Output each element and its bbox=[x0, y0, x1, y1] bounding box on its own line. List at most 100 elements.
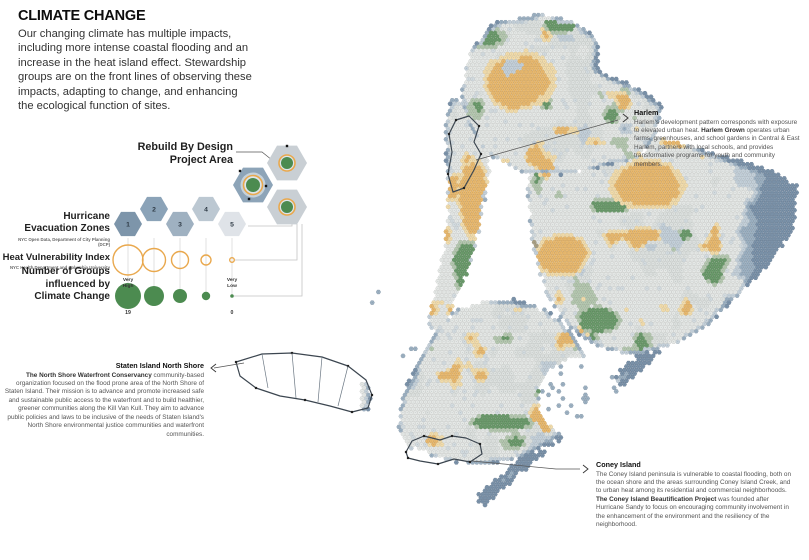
cluster-vertex-marker bbox=[264, 184, 268, 188]
north-shore-outline-vertex-marker bbox=[350, 410, 354, 414]
coney-callout-title: Coney Island bbox=[596, 460, 641, 469]
zone-hexagon-1 bbox=[114, 211, 142, 237]
rebuild-leader-line bbox=[236, 151, 273, 161]
harlem-outline-vertex-marker bbox=[447, 132, 451, 136]
harlem-leader-line bbox=[475, 119, 619, 161]
title-block: CLIMATE CHANGE Our changing climate has … bbox=[18, 8, 256, 113]
hex-cells-darkBlue bbox=[365, 20, 800, 508]
legend-connector-line bbox=[248, 224, 293, 227]
staten-arrow-icon bbox=[210, 363, 217, 373]
groups-dot bbox=[201, 291, 211, 301]
hex-cells-olive bbox=[531, 240, 539, 248]
zone-number-label: 3 bbox=[178, 221, 182, 228]
staten-leader-line bbox=[213, 362, 245, 369]
harlem-outline-vertex-marker bbox=[477, 124, 481, 128]
leader-lines bbox=[210, 113, 629, 474]
coney-outline-vertex-marker bbox=[478, 442, 482, 446]
coney-arrow-icon bbox=[582, 464, 589, 474]
zones-source: NYC Open Data, Department of City Planni… bbox=[18, 237, 110, 247]
hvi-ring bbox=[141, 247, 167, 273]
harlem-outline-vertex-marker bbox=[479, 152, 483, 156]
coney-outline-vertex-marker bbox=[436, 462, 440, 466]
zone-number-label: 1 bbox=[126, 221, 130, 228]
harlem-callout: Harlem Harlem's development pattern corr… bbox=[634, 108, 804, 169]
hvi-source: NYC Health Department and Columbia Unive… bbox=[9, 265, 110, 270]
groups-influenced-label: Number of Groups influenced by Climate C… bbox=[6, 266, 110, 304]
coney-outline-vertex-marker bbox=[422, 434, 426, 438]
zone-number-label: 2 bbox=[152, 206, 156, 213]
north-shore-outline bbox=[235, 352, 373, 413]
zone-number-label: 5 bbox=[230, 221, 234, 228]
groups-label-line2: influenced by bbox=[45, 278, 110, 290]
harlem-callout-title: Harlem bbox=[634, 108, 659, 117]
groups-dot bbox=[115, 283, 141, 309]
rebuild-label-line1: Rebuild By Design bbox=[137, 141, 233, 153]
hex-mosaic bbox=[359, 12, 800, 508]
north-shore-outline-vertex-marker bbox=[234, 360, 238, 364]
intro-paragraph: Our changing climate has multiple impact… bbox=[18, 28, 252, 113]
coney-outline-vertex-marker bbox=[450, 434, 454, 438]
zones-label-line2: Evacuation Zones bbox=[24, 223, 110, 234]
zone-hexagon-2 bbox=[140, 196, 168, 222]
north-shore-divider bbox=[337, 365, 349, 407]
coney-outline bbox=[405, 435, 483, 465]
zones-label-line1: Hurricane bbox=[63, 211, 110, 222]
staten-callout-body: The North Shore Waterfront Conservancy c… bbox=[4, 371, 204, 438]
north-shore-outline-vertex-marker bbox=[303, 398, 307, 402]
coney-island-callout: Coney Island The Coney Island peninsula … bbox=[596, 460, 794, 530]
north-shore-divider bbox=[261, 353, 269, 389]
groups-dot bbox=[230, 294, 234, 298]
harlem-outline-vertex-marker bbox=[454, 118, 458, 122]
heat-vulnerability-label: Heat Vulnerability Index NYC Health Depa… bbox=[0, 252, 110, 270]
rebuild-label-line2: Project Area bbox=[169, 154, 233, 166]
harlem-arrow-icon bbox=[622, 113, 629, 123]
harlem-outline bbox=[447, 115, 482, 193]
hvi-very-low-label: Very Low bbox=[226, 278, 238, 289]
north-shore-outline-vertex-marker bbox=[370, 393, 374, 397]
project-area-groups-dot bbox=[281, 201, 293, 213]
coney-callout-body: The Coney Island peninsula is vulnerable… bbox=[596, 470, 792, 529]
groups-label-line1: Number of Groups bbox=[21, 266, 110, 277]
zone-hexagon-4 bbox=[192, 196, 220, 222]
groups-label-line3: Climate Change bbox=[34, 291, 110, 302]
rebuild-by-design-label: Rebuild By Design Project Area bbox=[33, 141, 233, 167]
groups-dot bbox=[173, 289, 187, 303]
cluster-vertex-marker bbox=[238, 169, 242, 173]
legend-connector-line bbox=[235, 224, 298, 261]
coney-outline-vertex-marker bbox=[406, 456, 410, 460]
hvi-ring bbox=[200, 254, 212, 266]
harlem-outline-vertex-marker bbox=[462, 186, 466, 190]
project-area-groups-dot bbox=[246, 178, 260, 192]
hvi-very-high-label: Very High bbox=[122, 278, 134, 289]
coney-outline-vertex-marker bbox=[468, 460, 472, 464]
legend-graphics: 1 2 3 4 5 bbox=[112, 144, 307, 309]
north-shore-divider bbox=[317, 356, 323, 403]
staten-callout-title: Staten Island North Shore bbox=[115, 361, 204, 370]
zone-hexagon-3 bbox=[166, 211, 194, 237]
hex-cells-orange bbox=[425, 30, 722, 447]
hvi-ring bbox=[170, 250, 190, 270]
hex-cells-paleGreen bbox=[429, 23, 732, 451]
hvi-label-text: Heat Vulnerability Index bbox=[2, 252, 110, 263]
coney-leader-line bbox=[471, 460, 580, 470]
highlight-outlines bbox=[234, 115, 483, 466]
zone-number-label: 4 bbox=[204, 206, 208, 213]
hurricane-zones-label: Hurricane Evacuation Zones NYC Open Data… bbox=[6, 211, 110, 247]
groups-dot bbox=[144, 286, 164, 306]
harlem-outline-vertex-marker bbox=[446, 172, 450, 176]
harlem-callout-body: Harlem's development pattern corresponds… bbox=[634, 118, 800, 168]
north-shore-outline-vertex-marker bbox=[254, 386, 258, 390]
cluster-vertex-marker bbox=[247, 197, 251, 201]
legend-connector-line bbox=[234, 224, 303, 297]
page-title: CLIMATE CHANGE bbox=[18, 8, 146, 24]
groups-min-label: 0 bbox=[230, 310, 234, 316]
hvi-ring bbox=[228, 257, 235, 264]
staten-island-callout: Staten Island North Shore The North Shor… bbox=[2, 361, 204, 439]
groups-max-label: 19 bbox=[125, 310, 131, 316]
zone-hexagon-5 bbox=[218, 211, 246, 237]
north-shore-divider bbox=[291, 352, 297, 399]
cluster-vertex-marker bbox=[285, 144, 289, 148]
coney-outline-vertex-marker bbox=[404, 450, 408, 454]
